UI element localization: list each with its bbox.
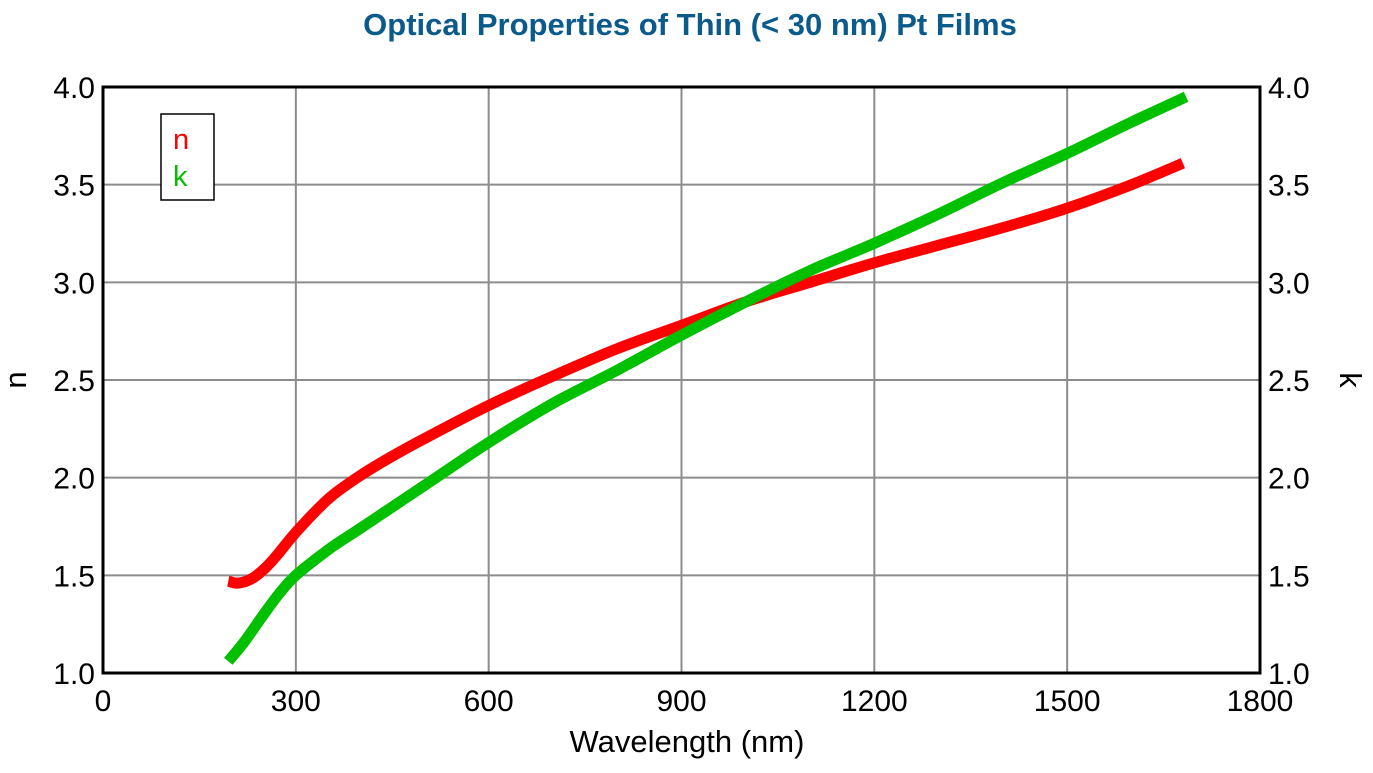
grid-lines (103, 87, 1260, 673)
legend: n k (160, 113, 215, 201)
y-axis-label-right: k (1333, 372, 1368, 388)
x-tick-label: 1800 (1227, 685, 1294, 718)
y-tick-label-left: 2.5 (53, 365, 95, 398)
y-tick-label-right: 4.0 (1268, 72, 1310, 105)
x-tick-label: 1200 (841, 685, 908, 718)
y-tick-label-left: 1.0 (53, 658, 95, 691)
chart-title: Optical Properties of Thin (< 30 nm) Pt … (363, 7, 1017, 42)
x-tick-label: 1500 (1034, 685, 1101, 718)
x-tick-label: 900 (656, 685, 706, 718)
y-tick-label-left: 2.0 (53, 463, 95, 496)
x-tick-label: 0 (95, 685, 112, 718)
plot-frame (101, 85, 1262, 675)
legend-box (160, 113, 215, 201)
series-line-k (224, 91, 1189, 665)
series-line-n (226, 158, 1186, 589)
y-tick-label-right: 3.5 (1268, 170, 1310, 203)
y-axis-label-left: n (0, 371, 33, 388)
x-tick-label: 300 (271, 685, 321, 718)
y-tick-label-left: 3.5 (53, 170, 95, 203)
legend-entry-k: k (173, 161, 188, 193)
y-tick-label-right: 3.0 (1268, 267, 1310, 300)
y-tick-label-left: 3.0 (53, 267, 95, 300)
x-axis-label: Wavelength (nm) (570, 724, 805, 759)
y-tick-label-left: 4.0 (53, 72, 95, 105)
y-tick-label-left: 1.5 (53, 560, 95, 593)
y-tick-label-right: 1.5 (1268, 560, 1310, 593)
y-tick-label-right: 2.0 (1268, 463, 1310, 496)
data-series (224, 91, 1189, 665)
legend-entry-n: n (173, 124, 189, 156)
y-tick-label-right: 2.5 (1268, 365, 1310, 398)
x-tick-label: 600 (464, 685, 514, 718)
y-tick-label-right: 1.0 (1268, 658, 1310, 691)
